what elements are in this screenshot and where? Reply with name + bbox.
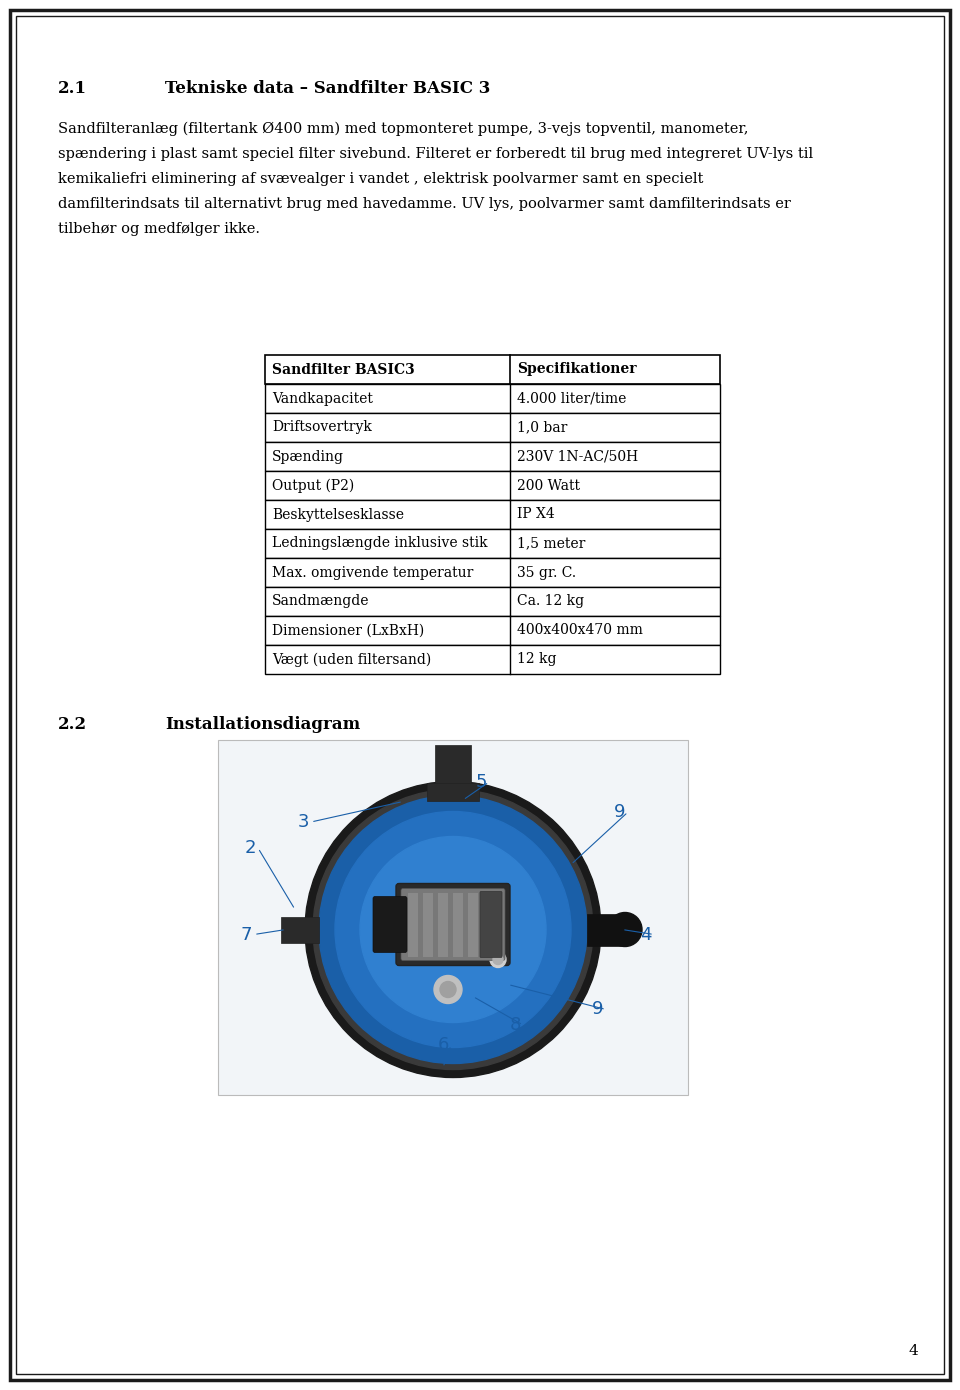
Text: 35 gr. C.: 35 gr. C.	[517, 566, 576, 580]
Bar	[265, 616, 720, 645]
Circle shape	[313, 790, 593, 1069]
FancyBboxPatch shape	[480, 891, 502, 958]
Text: Ledningslængde inklusive stik: Ledningslængde inklusive stik	[272, 537, 488, 550]
Text: 12 kg: 12 kg	[517, 652, 557, 666]
Text: 8: 8	[510, 1016, 520, 1034]
Bar	[265, 471, 720, 500]
Text: 5: 5	[475, 773, 487, 791]
Text: 9: 9	[592, 1001, 604, 1019]
Text: Dimensioner (LxBxH): Dimensioner (LxBxH)	[272, 624, 424, 638]
Text: Beskyttelsesklasse: Beskyttelsesklasse	[272, 507, 404, 521]
Circle shape	[305, 781, 601, 1077]
Text: Output (P2): Output (P2)	[272, 478, 354, 492]
Bar	[265, 500, 720, 530]
Bar	[265, 587, 720, 616]
Text: kemikaliefri eliminering af svævealger i vandet , elektrisk poolvarmer samt en s: kemikaliefri eliminering af svævealger i…	[58, 172, 704, 186]
Text: 6: 6	[438, 1036, 448, 1054]
Text: 4: 4	[908, 1344, 918, 1358]
Text: 4: 4	[640, 926, 652, 944]
Text: 230V 1N-AC/50H: 230V 1N-AC/50H	[517, 449, 638, 463]
Text: Max. omgivende temperatur: Max. omgivende temperatur	[272, 566, 473, 580]
Text: Spænding: Spænding	[272, 449, 344, 463]
Bar	[265, 530, 720, 557]
Bar	[265, 354, 720, 384]
Bar	[483, 892, 493, 956]
Text: 4.000 liter/time: 4.000 liter/time	[517, 392, 626, 406]
Bar	[468, 892, 478, 956]
Text: 2: 2	[244, 840, 255, 858]
Bar	[427, 783, 479, 801]
Bar	[265, 645, 720, 674]
Circle shape	[434, 976, 462, 1004]
Circle shape	[608, 912, 642, 947]
Bar	[265, 557, 720, 587]
Text: 1,0 bar: 1,0 bar	[517, 421, 567, 435]
FancyBboxPatch shape	[396, 884, 510, 966]
Text: Ca. 12 kg: Ca. 12 kg	[517, 595, 584, 609]
FancyBboxPatch shape	[401, 888, 505, 960]
Circle shape	[490, 952, 506, 967]
Text: Sandmængde: Sandmængde	[272, 595, 370, 609]
Text: 2.2: 2.2	[58, 716, 87, 733]
Text: 1,5 meter: 1,5 meter	[517, 537, 586, 550]
Bar	[218, 739, 688, 1095]
Text: 9: 9	[614, 803, 626, 821]
Bar	[265, 442, 720, 471]
Text: Specifikationer: Specifikationer	[517, 363, 636, 377]
Bar	[453, 892, 463, 956]
Text: 200 Watt: 200 Watt	[517, 478, 580, 492]
Bar	[423, 892, 433, 956]
Text: Sandfilteranlæg (filtertank Ø400 mm) med topmonteret pumpe, 3-vejs topventil, ma: Sandfilteranlæg (filtertank Ø400 mm) med…	[58, 122, 749, 136]
Text: Sandfilter BASIC3: Sandfilter BASIC3	[272, 363, 415, 377]
Text: IP X4: IP X4	[517, 507, 555, 521]
FancyBboxPatch shape	[373, 897, 407, 952]
Text: 400x400x470 mm: 400x400x470 mm	[517, 624, 643, 638]
Bar	[438, 892, 448, 956]
Text: 2.1: 2.1	[58, 81, 87, 97]
Bar	[265, 384, 720, 413]
Circle shape	[335, 812, 571, 1048]
Circle shape	[319, 795, 587, 1063]
Text: spændering i plast samt speciel filter sivebund. Filteret er forberedt til brug : spændering i plast samt speciel filter s…	[58, 147, 813, 161]
Text: 3: 3	[298, 813, 309, 831]
Text: Vægt (uden filtersand): Vægt (uden filtersand)	[272, 652, 431, 667]
Text: damfilterindsats til alternativt brug med havedamme. UV lys, poolvarmer samt dam: damfilterindsats til alternativt brug me…	[58, 197, 791, 211]
Bar	[435, 745, 471, 801]
Bar	[587, 913, 625, 945]
Bar	[408, 892, 418, 956]
Text: Installationsdiagram: Installationsdiagram	[165, 716, 360, 733]
Circle shape	[493, 955, 503, 965]
Circle shape	[360, 837, 546, 1023]
Bar	[281, 916, 319, 942]
Text: 7: 7	[240, 926, 252, 944]
Bar	[265, 413, 720, 442]
Text: tilbehør og medfølger ikke.: tilbehør og medfølger ikke.	[58, 222, 260, 236]
Circle shape	[440, 981, 456, 998]
Text: Driftsovertryk: Driftsovertryk	[272, 421, 372, 435]
Text: Vandkapacitet: Vandkapacitet	[272, 392, 372, 406]
Text: Tekniske data – Sandfilter BASIC 3: Tekniske data – Sandfilter BASIC 3	[165, 81, 491, 97]
